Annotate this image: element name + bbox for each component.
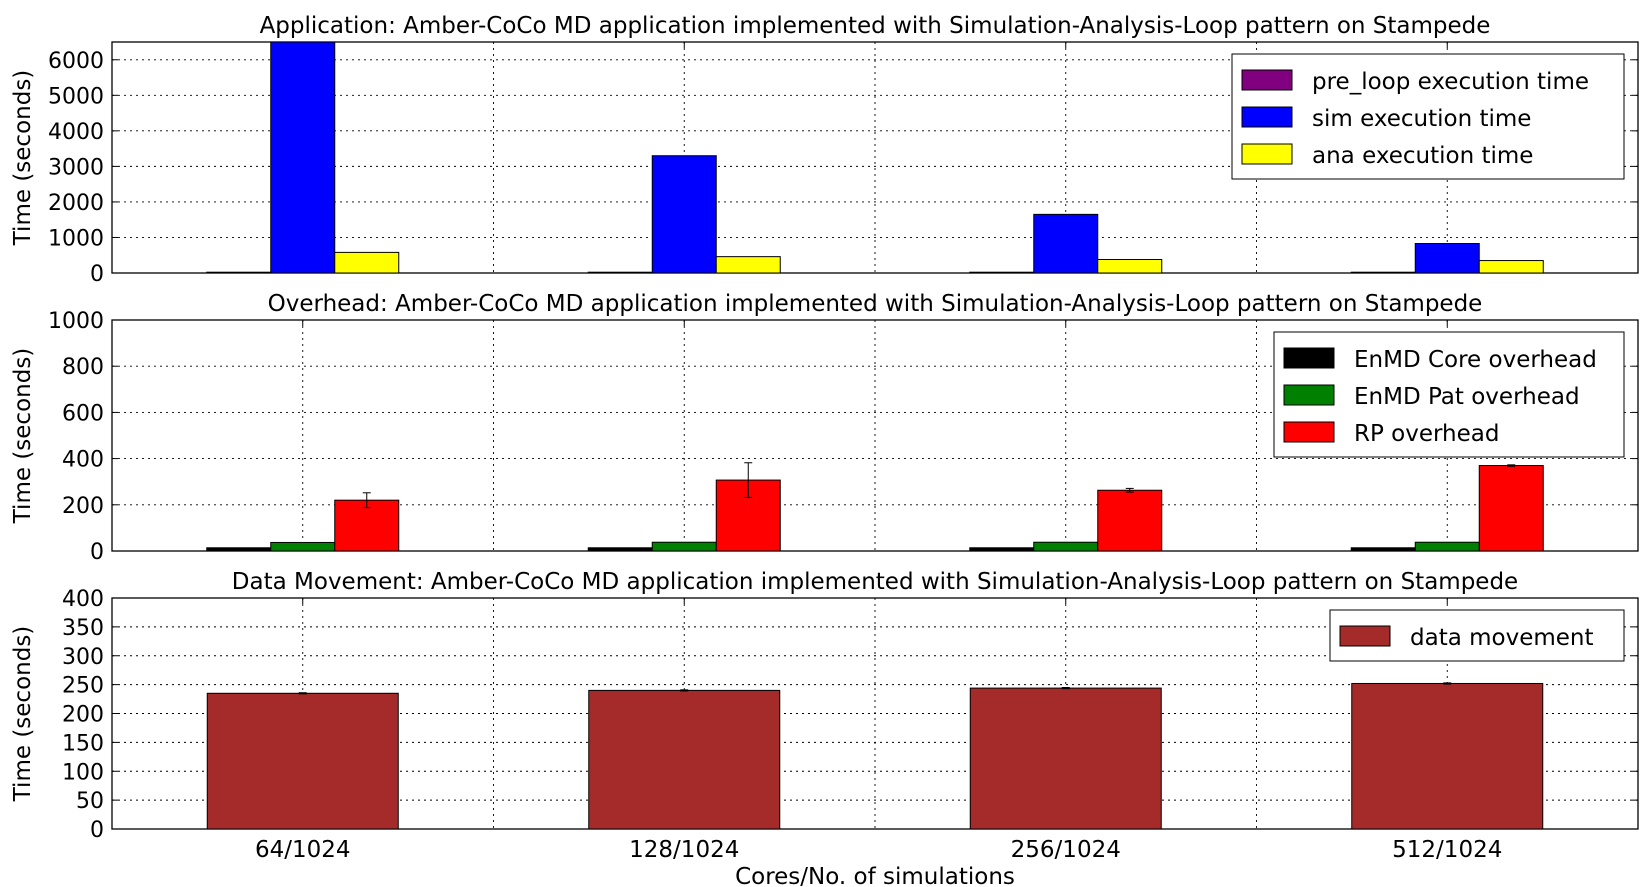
bar-rp-overhead: [1478, 465, 1544, 552]
y-tick-label: 350: [62, 616, 104, 641]
bar-data-movement: [969, 687, 1162, 830]
y-tick-label: 600: [62, 401, 104, 426]
bar-enmd-pat-overhead: [1414, 541, 1480, 552]
bar-ana-execution-time: [1097, 258, 1163, 274]
chart-title-1: Application: Amber-CoCo MD application i…: [260, 13, 1491, 39]
y-tick-label: 4000: [48, 120, 104, 145]
bar-data-movement: [206, 692, 399, 830]
legend-label: ana execution time: [1312, 143, 1533, 169]
bar-enmd-pat-overhead: [651, 541, 717, 552]
legend-label: pre_loop execution time: [1312, 69, 1589, 95]
bar-ana-execution-time: [334, 251, 400, 274]
y-tick-label: 5000: [48, 84, 104, 109]
y-tick-label: 100: [62, 760, 104, 785]
legend-label: sim execution time: [1312, 106, 1531, 132]
bar-ana-execution-time: [715, 256, 781, 274]
y-tick-label: 2000: [48, 191, 104, 216]
x-tick-label: 256/1024: [1011, 837, 1121, 863]
legend-swatch: [1241, 106, 1293, 128]
x-axis-label: Cores/No. of simulations: [735, 864, 1015, 887]
x-tick-label: 128/1024: [629, 837, 739, 863]
bar-enmd-core-overhead: [969, 547, 1035, 552]
legend-label: RP overhead: [1354, 421, 1499, 447]
bar-pre-loop-execution-time: [206, 271, 272, 274]
y-tick-label: 150: [62, 731, 104, 756]
bar-sim-execution-time: [1414, 243, 1480, 274]
y-tick-label: 400: [62, 448, 104, 473]
bar-enmd-core-overhead: [1350, 547, 1416, 552]
y-tick-label: 400: [62, 587, 104, 612]
y-tick-label: 0: [90, 540, 104, 565]
bar-sim-execution-time: [1033, 213, 1099, 274]
y-tick-label: 0: [90, 262, 104, 287]
chart-title-3: Data Movement: Amber-CoCo MD application…: [232, 569, 1518, 595]
y-tick-label: 200: [62, 703, 104, 728]
y-tick-label: 1000: [48, 309, 104, 334]
bar-sim-execution-time: [651, 155, 717, 274]
legend-label: EnMD Core overhead: [1354, 347, 1597, 373]
y-axis-label-2: Time (seconds): [10, 348, 36, 525]
bar-enmd-pat-overhead: [1033, 541, 1099, 552]
legend-swatch: [1283, 421, 1335, 443]
legend-swatch: [1283, 347, 1335, 369]
y-tick-label: 0: [90, 818, 104, 843]
bar-sim-execution-time: [270, 41, 336, 274]
y-tick-label: 1000: [48, 226, 104, 251]
bar-enmd-core-overhead: [206, 547, 272, 552]
y-axis-label-1: Time (seconds): [10, 70, 36, 247]
bar-pre-loop-execution-time: [1350, 271, 1416, 274]
bar-pre-loop-execution-time: [969, 271, 1035, 274]
bar-enmd-pat-overhead: [270, 541, 336, 552]
y-tick-label: 6000: [48, 49, 104, 74]
y-axis-label-3: Time (seconds): [10, 626, 36, 803]
bar-enmd-core-overhead: [587, 547, 653, 552]
y-tick-label: 300: [62, 645, 104, 670]
y-tick-label: 200: [62, 494, 104, 519]
legend-swatch: [1339, 625, 1391, 647]
chart-title-2: Overhead: Amber-CoCo MD application impl…: [268, 291, 1483, 317]
x-tick-label: 512/1024: [1392, 837, 1502, 863]
y-tick-label: 3000: [48, 155, 104, 180]
legend-label: EnMD Pat overhead: [1354, 384, 1580, 410]
y-tick-label: 50: [76, 789, 104, 814]
bar-rp-overhead: [1097, 489, 1163, 552]
y-tick-label: 800: [62, 355, 104, 380]
x-tick-label: 64/1024: [255, 837, 351, 863]
legend-swatch: [1241, 143, 1293, 165]
bar-data-movement: [588, 689, 781, 830]
y-tick-label: 250: [62, 674, 104, 699]
legend-label: data movement: [1410, 625, 1594, 651]
bar-pre-loop-execution-time: [587, 271, 653, 274]
bar-ana-execution-time: [1478, 260, 1544, 274]
bar-rp-overhead: [334, 499, 400, 552]
legend-swatch: [1283, 384, 1335, 406]
legend-box-1: [1231, 53, 1625, 180]
legend-swatch: [1241, 69, 1293, 91]
bar-data-movement: [1351, 682, 1544, 830]
